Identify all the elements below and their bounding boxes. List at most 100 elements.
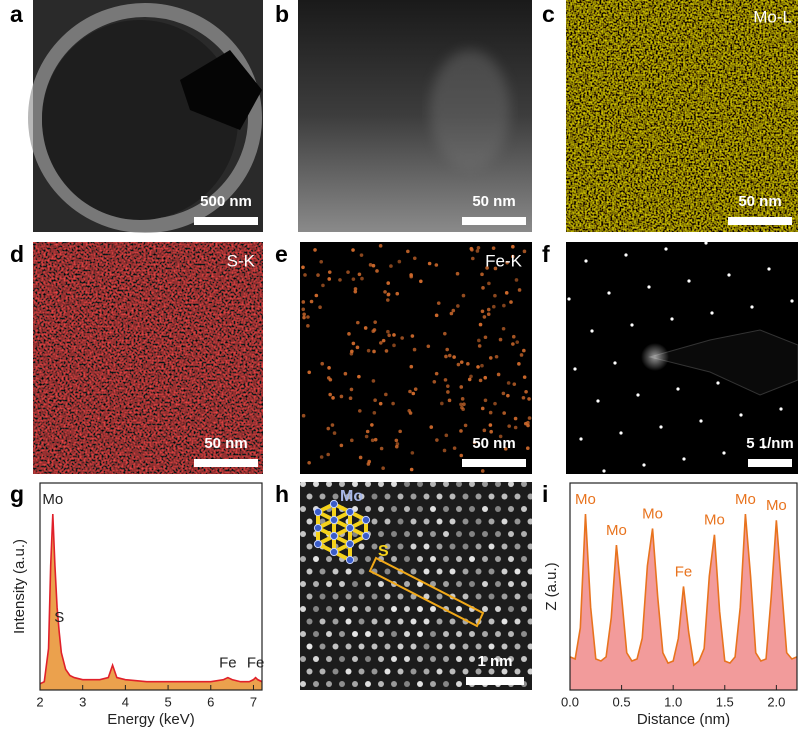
atom-column — [534, 556, 540, 562]
mo-atom — [345, 555, 355, 565]
scale-bar-label: 5 1/nm — [746, 435, 794, 452]
atom-column — [300, 482, 306, 487]
fe-dot — [491, 246, 496, 250]
atom-column — [294, 544, 300, 550]
central-beam — [641, 343, 669, 371]
atom-column — [313, 556, 319, 562]
atom-column — [397, 543, 404, 550]
mo-atom — [329, 515, 339, 525]
atom-column — [306, 493, 313, 500]
atom-column — [306, 668, 313, 675]
atom-column — [319, 618, 326, 625]
panel-label: g — [10, 481, 24, 507]
atom-column — [469, 506, 475, 512]
fe-dot — [434, 371, 439, 376]
atom-column — [320, 694, 326, 700]
atom-column — [294, 494, 300, 500]
atom-column — [319, 568, 326, 575]
atom-column — [501, 668, 508, 675]
fe-dot — [366, 348, 371, 353]
atom-column — [521, 531, 527, 537]
panel-label: i — [542, 481, 548, 507]
fe-dot — [411, 391, 416, 396]
element-label: Fe-K — [485, 251, 523, 270]
fe-dot — [357, 374, 361, 379]
fe-dot — [434, 263, 439, 267]
atom-column — [456, 482, 462, 487]
atom-column — [456, 656, 462, 662]
atom-column — [378, 482, 384, 487]
atom-column — [488, 618, 495, 625]
fe-dot — [375, 269, 379, 273]
atom-column — [508, 631, 514, 637]
fe-dot — [527, 397, 531, 401]
fe-dot — [394, 444, 399, 449]
atom-label: Mo — [340, 488, 363, 505]
atom-column — [326, 581, 332, 587]
line — [39, 514, 263, 685]
plot-frame — [569, 482, 798, 691]
hole — [42, 20, 238, 220]
atom-column — [508, 656, 514, 662]
fe-dot — [327, 270, 332, 274]
atom-column — [462, 518, 469, 525]
line-scan-box — [368, 556, 485, 628]
mo-atom — [313, 523, 323, 533]
atom-column — [410, 543, 417, 550]
spot — [739, 413, 743, 417]
atom-column — [332, 668, 339, 675]
fe-dot — [521, 395, 526, 400]
atom-column — [300, 681, 306, 687]
spot — [704, 242, 708, 245]
atom-column — [326, 656, 332, 662]
fe-dot — [447, 398, 452, 403]
fe-dot — [397, 259, 402, 264]
atom-column — [313, 656, 319, 662]
panel-label: d — [10, 241, 24, 267]
atom-column — [521, 506, 527, 512]
atom-column — [333, 694, 339, 700]
fe-dot — [487, 281, 491, 286]
panel-label: c — [542, 1, 555, 27]
atom-column — [449, 518, 456, 525]
atom-column — [365, 606, 371, 612]
atom-column — [456, 531, 462, 537]
fe-dot — [443, 378, 448, 382]
fe-dot — [301, 307, 306, 312]
atom-column — [345, 618, 352, 625]
atom-column — [378, 631, 384, 637]
annotation: Mo — [704, 512, 725, 529]
atom-column — [514, 543, 521, 550]
fe-dot — [525, 446, 530, 451]
fe-dot — [501, 326, 506, 331]
fe-dot — [343, 371, 348, 376]
atom-column — [385, 694, 391, 700]
fe-dot — [381, 338, 386, 343]
atom-column — [495, 506, 501, 512]
atom-column — [462, 668, 469, 675]
fe-dot — [318, 305, 322, 310]
atom-column — [287, 556, 293, 562]
spot — [567, 297, 571, 301]
atom-column — [410, 493, 417, 500]
fe-dot — [326, 452, 330, 457]
atom-column — [326, 606, 332, 612]
fe-dot — [511, 334, 516, 339]
fe-dot — [459, 360, 464, 364]
atom-column — [456, 681, 462, 687]
fe-dot — [412, 347, 417, 352]
atom-column — [502, 694, 508, 700]
fe-dot — [307, 460, 311, 465]
atom-column — [430, 531, 436, 537]
atom-column — [443, 656, 449, 662]
atom-column — [345, 593, 352, 600]
atom-column — [449, 493, 456, 500]
atom-column — [313, 681, 319, 687]
fe-dot — [444, 433, 449, 438]
atom-column — [462, 493, 469, 500]
atom-column — [306, 518, 313, 525]
fe-dot — [372, 349, 376, 354]
fe-dot — [513, 416, 518, 421]
atom-column — [423, 618, 430, 625]
fe-dot — [485, 266, 489, 270]
